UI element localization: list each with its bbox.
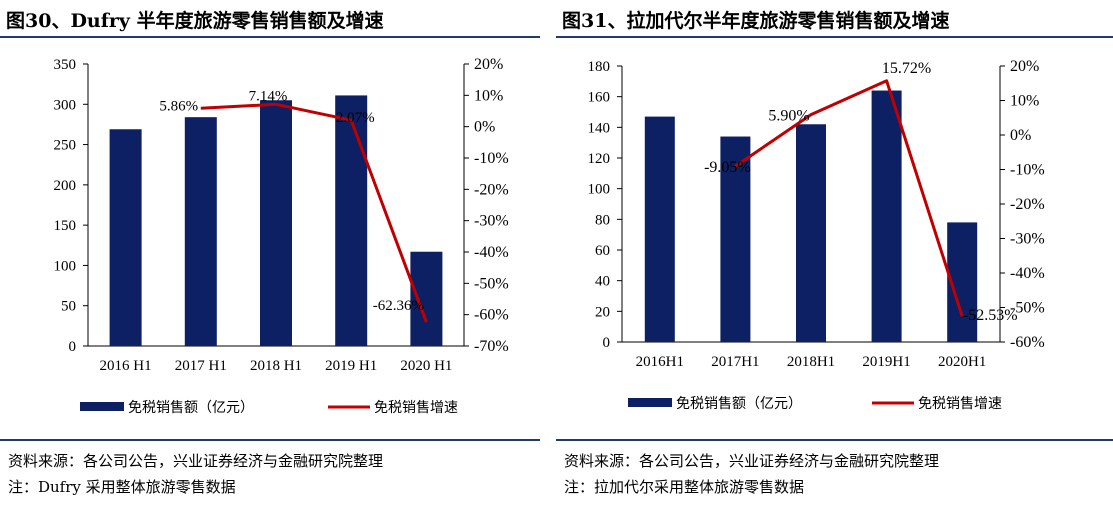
bar <box>796 124 826 343</box>
left-axis-tick-label: 100 <box>54 258 77 274</box>
right-note-text: 注：拉加代尔采用整体旅游零售数据 <box>564 478 805 496</box>
right-title-rule <box>556 36 1113 38</box>
growth-data-label: 15.72% <box>882 60 931 77</box>
right-axis-tick-label: -40% <box>474 244 509 261</box>
left-axis-tick-label: 80 <box>595 212 610 228</box>
right-axis-tick-label: -10% <box>1010 162 1045 179</box>
right-axis-tick-label: 10% <box>474 87 503 104</box>
x-tick-label: 2016H1 <box>636 354 684 370</box>
right-axis-tick-label: -30% <box>1010 231 1045 248</box>
growth-data-label: -62.36% <box>373 298 424 314</box>
left-axis-tick-label: 200 <box>54 178 77 194</box>
x-tick-label: 2018H1 <box>787 354 835 370</box>
legend-bar-swatch <box>628 398 672 407</box>
growth-data-label: -9.05% <box>704 159 751 176</box>
bar <box>644 116 675 342</box>
bar <box>335 95 368 346</box>
right-axis-tick-label: -70% <box>474 338 509 355</box>
right-axis-tick-label: -20% <box>474 181 509 198</box>
left-axis-tick-label: 0 <box>69 339 77 355</box>
bar <box>871 90 902 343</box>
legend-bar-label: 免税销售额（亿元） <box>676 396 802 412</box>
right-axis-tick-label: -30% <box>474 213 509 230</box>
x-tick-label: 2018 H1 <box>250 358 302 374</box>
legend-line-label: 免税销售增速 <box>374 400 458 416</box>
left-chart: 0 50 100 150 200 250 300 350 -70% -60% -50% -40% -30… <box>54 56 509 416</box>
left-axis-tick-label: 250 <box>54 138 77 154</box>
left-axis-tick-label: 160 <box>588 90 611 106</box>
right-axis-tick-label: -50% <box>474 275 509 292</box>
right-source-text: 资料来源：各公司公告，兴业证券经济与金融研究院整理 <box>564 452 940 470</box>
x-tick-label: 2016 H1 <box>100 358 152 374</box>
growth-line <box>200 102 428 323</box>
bar <box>720 136 751 342</box>
bar <box>260 100 292 346</box>
x-tick-label: 2020H1 <box>938 354 986 370</box>
x-tick-label: 2017H1 <box>711 354 759 370</box>
left-axis-tick-label: 180 <box>588 59 611 75</box>
growth-data-label: -52.53% <box>963 307 1018 324</box>
right-axis-tick-label: -40% <box>1010 265 1045 282</box>
x-tick-label: 2019 H1 <box>325 358 377 374</box>
left-chart-title: 图30、Dufry 半年度旅游零售销售额及增速 <box>6 10 384 32</box>
x-tick-label: 2020 H1 <box>400 358 452 374</box>
right-axis-tick-label: 20% <box>474 56 503 73</box>
left-axis-tick-label: 0 <box>603 335 611 351</box>
left-axis-tick-label: 300 <box>54 97 77 113</box>
x-tick-label: 2019H1 <box>862 354 910 370</box>
left-axis-tick-label: 60 <box>595 243 610 259</box>
left-axis-tick-label: 350 <box>54 57 77 73</box>
left-axis-tick-label: 120 <box>588 151 611 167</box>
left-title-rule <box>0 36 540 38</box>
right-axis-tick-label: -50% <box>1010 300 1045 317</box>
left-source-text: 资料来源：各公司公告，兴业证券经济与金融研究院整理 <box>8 452 384 470</box>
left-source-rule <box>0 439 540 441</box>
legend-bar-swatch <box>80 402 124 411</box>
right-axis-tick-label: 20% <box>1010 58 1039 75</box>
right-axis-tick-label: 10% <box>1010 93 1039 110</box>
right-chart-title: 图31、拉加代尔半年度旅游零售销售额及增速 <box>562 10 950 32</box>
right-source-rule <box>556 439 1113 441</box>
left-axis-tick-label: 40 <box>595 274 610 290</box>
right-chart: 0 20 40 60 80 100 120 140 160 180 -60% -50% -40% -30%… <box>588 58 1045 412</box>
left-axis-tick-label: 140 <box>588 120 611 136</box>
bar <box>184 117 217 346</box>
x-tick-label: 2017 H1 <box>175 358 227 374</box>
growth-line <box>734 79 964 317</box>
left-axis-tick-label: 20 <box>595 304 610 320</box>
right-axis-tick-label: -10% <box>474 150 509 167</box>
growth-data-label: 7.14% <box>249 88 288 104</box>
bar <box>410 251 443 346</box>
left-axis-tick-label: 100 <box>588 182 611 198</box>
growth-data-label: 5.90% <box>768 108 809 125</box>
right-axis-tick-label: 0% <box>1010 127 1031 144</box>
bar <box>109 129 142 346</box>
right-axis-tick-label: 0% <box>474 119 495 136</box>
left-axis-tick-label: 150 <box>54 218 77 234</box>
growth-data-label: 2.07% <box>336 110 375 126</box>
growth-data-label: 5.86% <box>159 98 198 114</box>
right-axis-tick-label: -20% <box>1010 196 1045 213</box>
left-panel: 图30、Dufry 半年度旅游零售销售额及增速 0 50 100 150 200 250 3… <box>0 0 540 507</box>
legend-line-label: 免税销售增速 <box>918 396 1002 412</box>
right-panel: 图31、拉加代尔半年度旅游零售销售额及增速 0 20 40 60 80 100 120 140… <box>556 0 1113 507</box>
right-axis-tick-label: -60% <box>474 307 509 324</box>
legend-bar-label: 免税销售额（亿元） <box>128 400 254 416</box>
left-axis-tick-label: 50 <box>61 299 76 315</box>
right-axis-tick-label: -60% <box>1010 334 1045 351</box>
left-note-text: 注：Dufry 采用整体旅游零售数据 <box>8 478 236 496</box>
